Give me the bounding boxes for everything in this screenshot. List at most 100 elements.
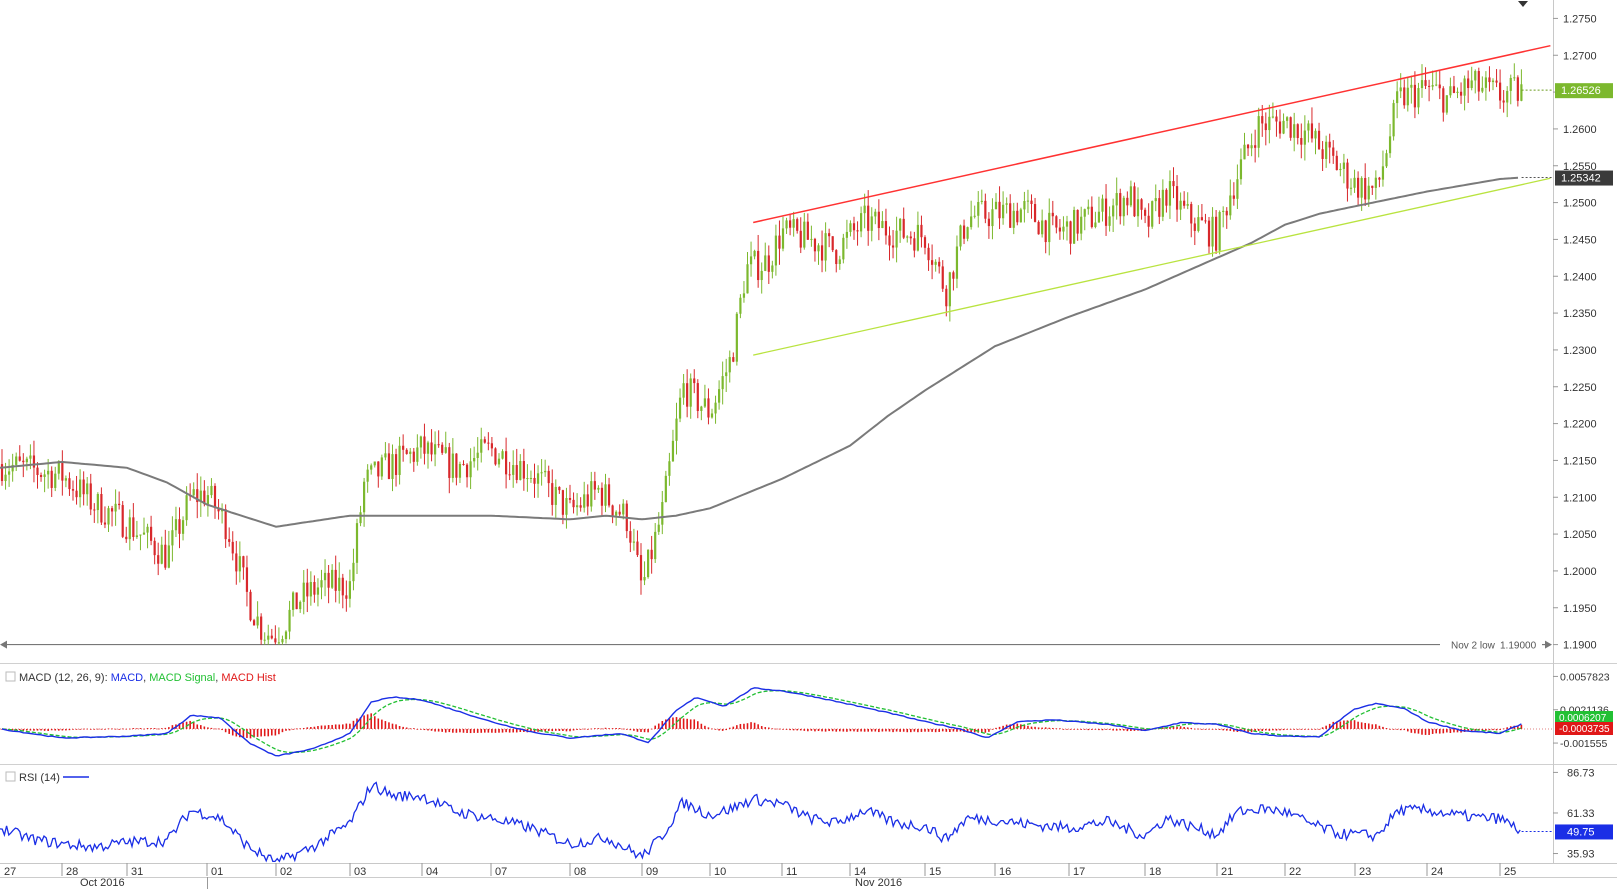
macd-hist-bar [547,728,550,731]
macd-hist-bar [966,728,969,733]
macd-hist-bar [693,719,696,729]
macd-hist-bar [1162,727,1164,729]
candle-body [579,505,582,508]
candle-body [465,464,469,478]
candle-body [352,562,355,582]
macd-hist-bar [945,728,948,732]
candle-body [71,489,75,491]
macd-hist-bar [129,728,131,730]
candle-body [742,293,746,298]
macd-hist-bar [1289,728,1292,730]
date-label: 14 [854,866,866,878]
macd-hist-bar [104,728,106,730]
macd-hist-bar [1059,728,1061,730]
candle-body [1381,166,1385,180]
candle-body [934,261,937,265]
support-trendline [753,177,1551,356]
macd-hist-bar [846,728,848,732]
macd-hist-bar [139,728,142,729]
candle-body [824,233,827,261]
macd-hist-bar [359,717,362,729]
macd-hist-bar [18,728,21,731]
date-label: 08 [574,866,586,878]
candle-body [590,481,593,507]
macd-hist-bar [1002,725,1004,729]
candle-body [1147,215,1150,227]
macd-hist-bar [1367,723,1370,729]
candle-body [551,483,554,505]
candle-body [125,536,128,540]
macd-hist-bar [150,728,152,729]
macd-hist-bar [246,728,248,738]
candle-body [398,445,401,475]
candle-body [991,209,994,227]
candle-body [899,218,902,231]
macd-hist-bar [121,728,124,730]
candle-body [675,418,678,441]
macd-hist-bar [15,728,17,731]
candle-body [355,523,359,563]
candle-body [228,539,231,542]
macd-hist-bar [697,721,699,729]
macd-hist-bar [1350,720,1352,729]
candle-body [696,383,699,411]
macd-hist-bar [1027,725,1029,729]
macd-hist-bar [288,728,291,731]
macd-hist-bar [217,728,220,730]
macd-hist-bar [739,723,742,729]
candle-body [100,493,103,523]
macd-hist-bar [629,728,632,731]
candle-body [1307,123,1310,131]
candle-body [1222,210,1225,212]
candle-body [980,200,983,202]
candle-body [476,452,479,459]
macd-hist-bar [1392,728,1395,730]
candle-body [863,205,866,214]
date-label: 09 [646,866,658,878]
candle-body [1488,77,1491,83]
candle-body [1296,124,1299,139]
macd-hist-bar [168,727,170,729]
macd-hist-bar [1233,728,1235,732]
macd-hist-bar [1083,728,1086,730]
macd-hist-bar [753,722,756,729]
candle-body [639,555,643,581]
macd-hist-bar [462,728,465,733]
macd-hist-bar [1506,727,1508,729]
candle-body [881,221,884,229]
candle-body [785,220,788,229]
macd-hist-bar [505,728,507,733]
macd-hist-bar [1328,723,1331,729]
price-tick-label: 1.2500 [1563,198,1597,210]
macd-hist-bar [736,725,738,729]
macd-hist-bar [870,728,873,732]
macd-hist-bar [792,728,795,731]
macd-hist-bar [327,725,330,729]
candle-body [1346,162,1349,189]
macd-hist-bar [1073,728,1075,730]
macd-hist-bar [906,728,909,733]
macd-hist-bar [622,728,625,730]
candle-body [284,631,288,640]
macd-hist-bar [512,728,514,733]
macd-hist-bar [1424,728,1427,735]
candle-body [167,545,170,568]
candle-body [1435,84,1438,86]
macd-hist-bar [1169,727,1171,729]
candle-body [416,447,419,462]
candle-body [1261,116,1264,124]
macd-hist-bar [831,728,834,732]
candle-body [607,484,611,506]
macd-hist-bar [1062,728,1065,730]
macd-hist-bar [125,728,128,730]
candle-body [828,233,831,237]
macd-hist-bar [661,720,664,729]
candle-body [1186,204,1189,206]
macd-hist-bar [675,717,678,729]
candle-body [107,508,110,525]
candle-body [1374,177,1377,188]
candle-body [338,577,341,591]
date-label: 31 [131,866,143,878]
macd-value-tag [1555,711,1613,723]
macd-hist-bar [984,728,987,733]
